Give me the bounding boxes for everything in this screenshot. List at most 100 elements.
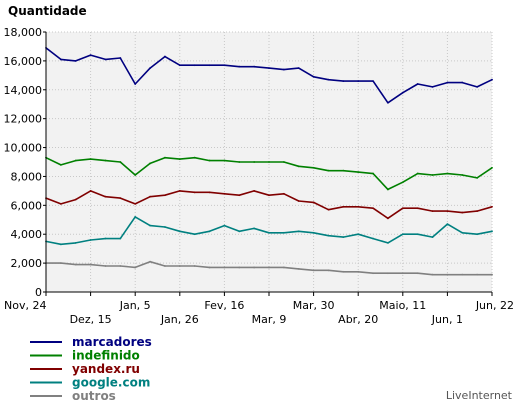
data-point xyxy=(491,205,493,208)
data-point xyxy=(119,57,122,59)
data-point xyxy=(357,270,360,273)
data-point xyxy=(238,161,241,163)
data-point xyxy=(476,210,479,213)
data-point xyxy=(431,85,434,88)
data-point xyxy=(223,224,226,227)
data-point xyxy=(193,156,196,159)
legend-label: google.com xyxy=(72,376,150,390)
x-tick-label: Jun, 22 xyxy=(475,299,514,312)
data-point xyxy=(461,81,464,84)
data-point xyxy=(387,272,389,275)
data-point xyxy=(253,266,256,269)
data-point xyxy=(178,189,181,192)
data-point xyxy=(297,200,300,202)
y-tick-label: 8,000 xyxy=(11,170,43,183)
data-point xyxy=(59,262,62,265)
data-point xyxy=(149,260,151,263)
data-point xyxy=(282,68,285,71)
data-point xyxy=(89,158,92,161)
data-point xyxy=(387,188,389,191)
data-point xyxy=(74,241,77,244)
data-point xyxy=(431,174,434,176)
data-point xyxy=(89,54,92,57)
data-point xyxy=(297,230,300,233)
data-point xyxy=(59,243,62,246)
data-point xyxy=(282,161,285,163)
data-point xyxy=(164,55,166,58)
data-point xyxy=(253,227,256,230)
data-point xyxy=(134,266,137,269)
chart-title: Quantidade xyxy=(8,4,87,18)
data-point xyxy=(327,208,330,211)
data-point xyxy=(223,266,226,269)
data-point xyxy=(59,202,62,205)
data-point xyxy=(372,237,374,240)
data-point xyxy=(253,161,256,163)
data-point xyxy=(372,207,374,210)
data-point xyxy=(178,230,181,233)
data-point xyxy=(193,191,196,194)
data-point xyxy=(446,81,449,84)
data-point xyxy=(446,210,449,213)
data-point xyxy=(357,80,360,83)
data-point xyxy=(327,234,330,237)
data-point xyxy=(416,207,419,210)
y-tick-label: 12,000 xyxy=(4,113,43,126)
data-point xyxy=(238,194,241,197)
data-point xyxy=(387,101,389,104)
data-point xyxy=(387,241,389,244)
data-point xyxy=(268,67,270,70)
data-point xyxy=(208,191,211,194)
data-point xyxy=(149,162,151,165)
legend-label: yandex.ru xyxy=(72,362,140,376)
data-point xyxy=(164,265,166,267)
grid xyxy=(46,31,493,292)
data-point xyxy=(446,172,449,175)
x-tick-label: Jan, 26 xyxy=(160,313,199,326)
data-point xyxy=(372,272,374,275)
data-point xyxy=(119,161,122,163)
data-point xyxy=(387,217,389,220)
data-point xyxy=(119,265,122,267)
data-point xyxy=(372,80,374,83)
data-point xyxy=(401,233,404,236)
data-point xyxy=(89,239,92,241)
data-point xyxy=(327,78,330,81)
data-point xyxy=(461,273,464,276)
data-point xyxy=(104,159,107,162)
data-point xyxy=(446,273,449,276)
data-point xyxy=(164,194,166,197)
x-tick-label: Jun, 1 xyxy=(431,313,463,326)
data-point xyxy=(431,210,434,213)
data-point xyxy=(282,266,285,269)
legend-label: outros xyxy=(72,389,116,403)
y-tick-label: 14,000 xyxy=(4,84,43,97)
data-point xyxy=(178,64,181,67)
data-point xyxy=(357,171,360,174)
data-point xyxy=(104,195,107,198)
data-point xyxy=(134,174,137,176)
data-point xyxy=(193,265,196,267)
data-point xyxy=(297,67,300,70)
y-tick-label: 2,000 xyxy=(11,257,43,270)
data-point xyxy=(401,181,404,184)
data-point xyxy=(312,201,315,204)
data-point xyxy=(178,158,181,161)
y-tick-label: 0 xyxy=(35,286,42,299)
data-point xyxy=(327,269,330,272)
y-tick-label: 18,000 xyxy=(4,26,43,39)
data-point xyxy=(134,215,137,218)
data-point xyxy=(461,174,464,176)
data-point xyxy=(491,230,493,233)
data-point xyxy=(297,267,300,270)
data-point xyxy=(74,198,77,201)
data-point xyxy=(416,272,419,275)
x-tick-label: Abr, 20 xyxy=(338,313,378,326)
data-point xyxy=(312,269,315,272)
data-point xyxy=(268,161,270,163)
legend: marcadoresindefinidoyandex.rugoogle.como… xyxy=(30,335,152,403)
data-point xyxy=(372,172,374,175)
data-point xyxy=(342,236,345,239)
